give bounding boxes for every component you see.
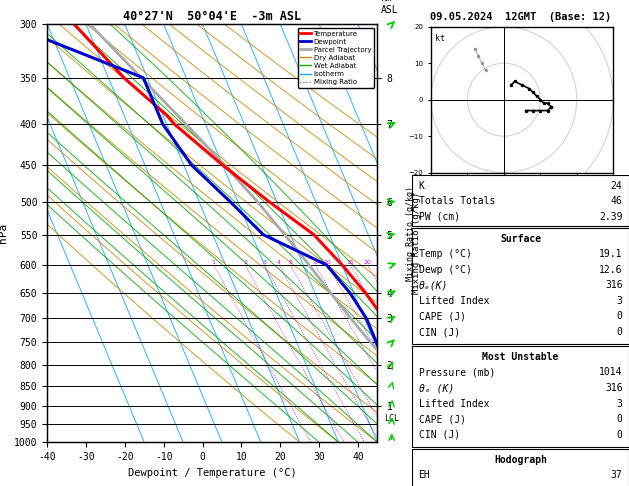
Text: 24: 24	[611, 181, 623, 191]
Text: 19.1: 19.1	[599, 249, 623, 259]
Text: Lifted Index: Lifted Index	[418, 296, 489, 306]
Text: 1014: 1014	[599, 367, 623, 378]
Bar	[412, 228, 629, 345]
Text: 46: 46	[611, 196, 623, 207]
Text: Mixing Ratio (g/kg): Mixing Ratio (g/kg)	[412, 192, 421, 294]
Text: 20: 20	[363, 260, 371, 265]
Text: Lifted Index: Lifted Index	[418, 399, 489, 409]
Text: 0: 0	[616, 327, 623, 337]
Text: CIN (J): CIN (J)	[418, 430, 460, 440]
Text: Pressure (mb): Pressure (mb)	[418, 367, 495, 378]
Text: 2.39: 2.39	[599, 212, 623, 222]
Text: 2: 2	[243, 260, 247, 265]
Text: 316: 316	[605, 383, 623, 393]
Text: Temp (°C): Temp (°C)	[418, 249, 471, 259]
Text: θₑ (K): θₑ (K)	[418, 383, 454, 393]
Text: 12.6: 12.6	[599, 265, 623, 275]
Text: EH: EH	[418, 470, 430, 480]
Text: CAPE (J): CAPE (J)	[418, 312, 465, 321]
Text: 0: 0	[616, 414, 623, 424]
Text: 3: 3	[616, 296, 623, 306]
Text: Totals Totals: Totals Totals	[418, 196, 495, 207]
Text: 4: 4	[277, 260, 281, 265]
Text: 1: 1	[212, 260, 216, 265]
Bar	[412, 346, 629, 447]
Text: 15: 15	[347, 260, 354, 265]
Text: Mixing Ratio (g/kg): Mixing Ratio (g/kg)	[406, 186, 415, 281]
Text: Surface: Surface	[500, 234, 541, 243]
Text: θₑ(K): θₑ(K)	[418, 280, 448, 290]
Text: 8: 8	[313, 260, 317, 265]
Text: CAPE (J): CAPE (J)	[418, 414, 465, 424]
Text: 3: 3	[616, 399, 623, 409]
Text: Dewp (°C): Dewp (°C)	[418, 265, 471, 275]
Text: 3: 3	[262, 260, 267, 265]
Text: CIN (J): CIN (J)	[418, 327, 460, 337]
Text: 37: 37	[611, 470, 623, 480]
Text: K: K	[418, 181, 425, 191]
Text: 10: 10	[323, 260, 331, 265]
Y-axis label: hPa: hPa	[0, 223, 8, 243]
Text: 316: 316	[605, 280, 623, 290]
Text: kt: kt	[435, 34, 445, 43]
Text: km
ASL: km ASL	[381, 0, 398, 15]
Text: LCL: LCL	[384, 415, 399, 423]
Title: 40°27'N  50°04'E  -3m ASL: 40°27'N 50°04'E -3m ASL	[123, 10, 301, 23]
Text: PW (cm): PW (cm)	[418, 212, 460, 222]
Text: 0: 0	[616, 312, 623, 321]
Legend: Temperature, Dewpoint, Parcel Trajectory, Dry Adiabat, Wet Adiabat, Isotherm, Mi: Temperature, Dewpoint, Parcel Trajectory…	[298, 28, 374, 88]
Text: Hodograph: Hodograph	[494, 454, 547, 465]
Text: 0: 0	[616, 430, 623, 440]
Bar	[412, 175, 629, 226]
Text: 09.05.2024  12GMT  (Base: 12): 09.05.2024 12GMT (Base: 12)	[430, 12, 611, 22]
X-axis label: Dewpoint / Temperature (°C): Dewpoint / Temperature (°C)	[128, 468, 297, 478]
Bar	[412, 449, 629, 486]
Text: 5: 5	[288, 260, 292, 265]
Text: Most Unstable: Most Unstable	[482, 352, 559, 362]
